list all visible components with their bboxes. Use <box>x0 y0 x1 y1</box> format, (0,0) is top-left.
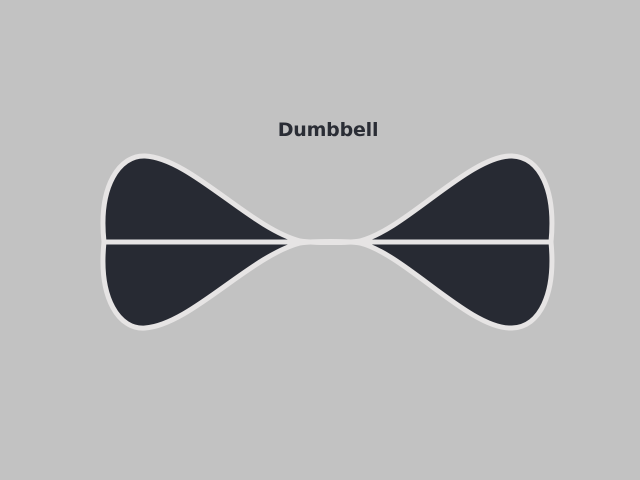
dumbbell-lower-half <box>100 239 555 331</box>
dumbbell-upper-half <box>100 153 555 245</box>
diagram-title: Dumbbell <box>277 119 379 141</box>
